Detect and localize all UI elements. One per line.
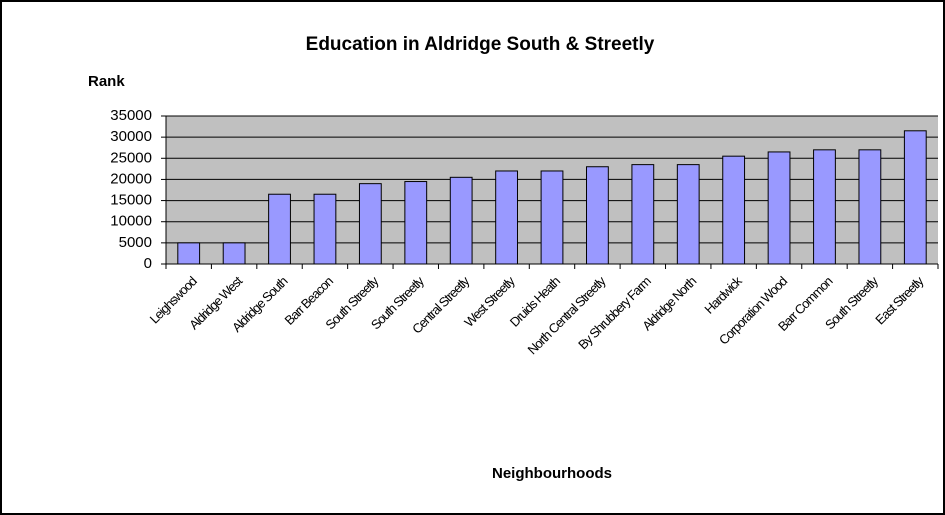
bar: [358, 183, 382, 265]
bar: [631, 164, 655, 265]
bar: [540, 170, 564, 265]
bar: [268, 193, 291, 265]
y-tick-label: 35000: [110, 107, 152, 124]
y-tick-label: 10000: [110, 213, 152, 230]
bar: [177, 242, 201, 265]
y-axis-label: Rank: [88, 73, 125, 90]
bar: [676, 164, 700, 265]
bar: [813, 149, 836, 265]
bar: [722, 155, 746, 265]
bar: [586, 166, 609, 265]
bar: [767, 151, 791, 265]
y-tick-label: 15000: [110, 192, 152, 209]
x-axis-label: Neighbourhoods: [492, 465, 612, 482]
bar: [858, 149, 882, 265]
y-tick-label: 20000: [110, 170, 152, 187]
bar: [222, 242, 246, 265]
bar: [404, 181, 428, 265]
bar: [495, 170, 518, 265]
y-tick-label: 5000: [119, 234, 152, 251]
y-tick-label: 25000: [110, 149, 152, 166]
bar: [313, 193, 337, 265]
chart-title: Education in Aldridge South & Streetly: [306, 34, 655, 55]
bar: [903, 130, 927, 265]
y-tick-label: 0: [144, 255, 152, 272]
bar: [449, 176, 473, 265]
y-tick-label: 30000: [110, 128, 152, 145]
